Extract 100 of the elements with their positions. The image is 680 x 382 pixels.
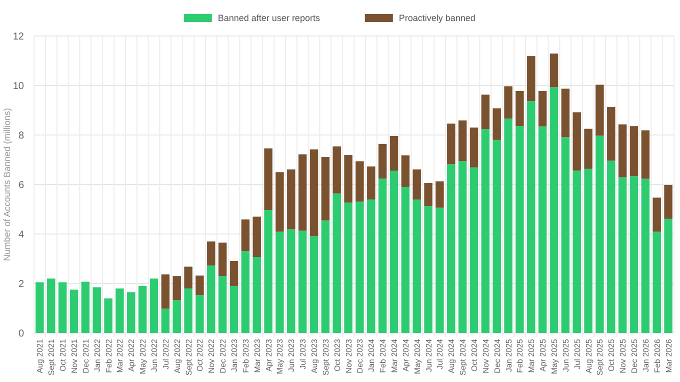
bar	[241, 251, 250, 333]
bar	[596, 84, 604, 136]
bar	[516, 90, 524, 126]
bar	[287, 229, 296, 333]
x-tick-label: Apr 2023	[264, 338, 274, 372]
x-tick-label: Aug 2021	[36, 338, 45, 374]
bar	[561, 137, 570, 333]
bar	[310, 236, 318, 333]
y-tick-label: 0	[18, 328, 24, 340]
x-tick-label: Mar 2025	[527, 338, 536, 373]
x-tick-label: Jun 2023	[287, 338, 296, 372]
bar	[516, 126, 524, 333]
x-tick-label: Jun 2022	[150, 338, 159, 372]
bar	[641, 130, 650, 179]
bar	[161, 308, 170, 333]
bar	[58, 282, 67, 333]
bar	[127, 292, 136, 333]
bar	[412, 169, 421, 200]
bar	[252, 216, 261, 258]
x-tick-label: Aug 2025	[584, 338, 594, 374]
x-tick-label: Mar 2022	[116, 338, 125, 373]
bar	[412, 200, 421, 333]
bar	[252, 257, 261, 333]
bar	[618, 124, 627, 178]
bar	[652, 198, 661, 232]
x-tick-label: Jan 2022	[92, 338, 102, 372]
bar	[572, 170, 581, 333]
y-tick-label: 8	[18, 130, 24, 142]
bar	[470, 167, 478, 333]
bar	[321, 220, 330, 333]
bar	[607, 107, 616, 161]
x-tick-label: May 2024	[412, 338, 422, 374]
bar	[230, 260, 238, 286]
bar	[92, 287, 101, 333]
bar	[207, 241, 216, 266]
x-tick-label: Jan 2023	[230, 338, 239, 372]
bar	[390, 170, 398, 333]
bar	[527, 56, 536, 102]
bar	[504, 118, 512, 333]
bar	[664, 218, 672, 333]
x-tick-label: Oct 2021	[58, 338, 68, 372]
y-tick-label: 6	[18, 180, 24, 191]
y-tick-label: 4	[18, 230, 24, 240]
bar	[527, 101, 536, 333]
x-tick-label: Dec 2022	[218, 338, 228, 374]
x-tick-label: Jul 2023	[298, 338, 308, 370]
bar	[207, 265, 216, 333]
legend-label: Proactively banned	[398, 13, 476, 24]
bar	[116, 288, 124, 333]
x-tick-label: Nov 2024	[481, 338, 490, 374]
bar	[81, 282, 90, 333]
bar	[356, 161, 364, 202]
x-tick-label: Nov 2025	[618, 338, 628, 374]
bar	[470, 128, 478, 168]
x-tick-label: Aug 2022	[172, 338, 182, 374]
bar	[196, 276, 204, 296]
bar	[184, 266, 192, 288]
bar	[424, 183, 432, 206]
bar	[664, 184, 672, 219]
bar	[618, 177, 627, 333]
bar	[138, 286, 147, 333]
bar	[584, 128, 592, 169]
bar	[401, 186, 410, 333]
bar	[218, 276, 227, 333]
bar	[172, 276, 181, 300]
bar	[172, 300, 181, 333]
x-tick-label: Oct 2025	[607, 338, 616, 372]
x-tick-label: Jan 2026	[641, 338, 650, 372]
bar	[70, 290, 78, 333]
x-tick-label: Dec 2024	[492, 338, 502, 374]
bar	[458, 120, 467, 162]
x-tick-label: May 2023	[276, 338, 285, 374]
bar	[298, 154, 307, 231]
bar	[276, 172, 284, 232]
bar	[36, 282, 44, 333]
bar	[104, 298, 112, 333]
bar	[344, 155, 352, 203]
bar	[161, 274, 170, 309]
x-tick-label: Aug 2023	[310, 338, 319, 374]
x-tick-label: Sept 2021	[47, 338, 56, 376]
x-tick-label: Apr 2022	[127, 338, 136, 372]
bar	[492, 108, 501, 140]
x-tick-label: Dec 2023	[356, 338, 365, 374]
bar	[378, 144, 387, 179]
y-tick-label: 2	[18, 279, 24, 290]
x-tick-label: May 2022	[138, 338, 148, 374]
bar	[230, 286, 238, 333]
x-tick-label: Oct 2023	[332, 338, 342, 372]
bar	[356, 202, 364, 333]
bar	[298, 230, 307, 333]
bar	[367, 166, 376, 200]
bar	[344, 202, 352, 333]
x-tick-label: Feb 2022	[104, 338, 114, 373]
x-tick-label: Mar 2023	[252, 338, 262, 373]
bar	[584, 168, 592, 333]
bar	[241, 219, 250, 252]
x-tick-label: Jan 2025	[504, 338, 514, 372]
x-tick-label: Feb 2026	[652, 338, 662, 373]
x-tick-label: Oct 2024	[470, 338, 479, 372]
x-tick-label: Apr 2024	[401, 338, 410, 372]
